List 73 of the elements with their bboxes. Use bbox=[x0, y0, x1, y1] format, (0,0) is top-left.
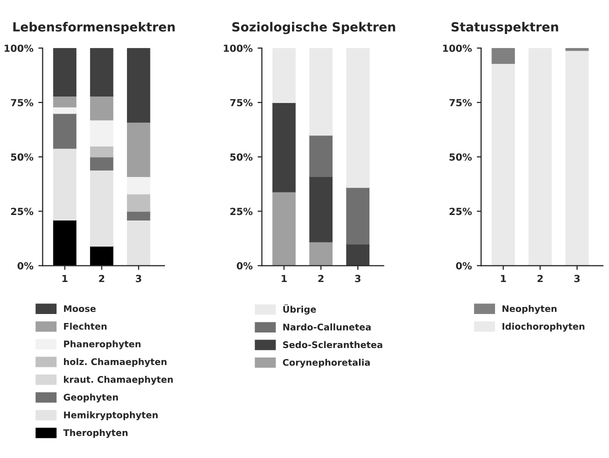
bar bbox=[90, 48, 114, 97]
y-tick-label: 25% bbox=[230, 208, 253, 216]
chart-title: Lebensformenspektren bbox=[13, 22, 175, 34]
bar bbox=[126, 176, 150, 194]
chart-title: Soziologische Spektren bbox=[232, 22, 396, 34]
y-tick-label: 0% bbox=[236, 262, 253, 270]
y-tick-label: 25% bbox=[450, 208, 472, 216]
bar bbox=[309, 134, 333, 177]
bar bbox=[53, 48, 76, 97]
bar bbox=[90, 119, 114, 147]
legend-label: holz. Chamaephyten bbox=[64, 358, 166, 367]
chart-title: Statusspektren bbox=[452, 22, 558, 34]
bar bbox=[565, 50, 589, 266]
y-tick-label: 100% bbox=[443, 44, 472, 52]
bar bbox=[272, 191, 296, 266]
y-tick-label: 75% bbox=[230, 98, 253, 106]
legend-label: Sedo-Scleranthetea bbox=[283, 341, 382, 348]
bar bbox=[309, 48, 333, 136]
y-tick-label: 75% bbox=[10, 98, 34, 106]
y-tick-label: 50% bbox=[11, 153, 34, 161]
bar bbox=[346, 48, 370, 188]
bar bbox=[528, 48, 552, 266]
bar bbox=[53, 219, 76, 266]
x-tick-label: 1 bbox=[282, 274, 287, 282]
legend-label: Idiochorophyten bbox=[502, 322, 584, 332]
x-tick-label: 2 bbox=[538, 274, 543, 282]
legend-label: Moose bbox=[64, 305, 96, 312]
bar bbox=[126, 48, 150, 123]
y-tick-label: 0% bbox=[18, 262, 34, 270]
x-tick-label: 1 bbox=[62, 274, 68, 282]
bar bbox=[272, 48, 296, 104]
bar bbox=[126, 122, 150, 177]
bar bbox=[53, 95, 76, 108]
y-tick-label: 50% bbox=[230, 153, 253, 161]
x-tick-label: 3 bbox=[355, 274, 360, 282]
legend-label: Geophyten bbox=[64, 394, 118, 402]
legend-label: Nardo-Callunetea bbox=[283, 323, 371, 330]
bar bbox=[90, 156, 114, 170]
legend-label: Flechten bbox=[64, 322, 107, 330]
legend-label: kraut. Chamaephyten bbox=[64, 376, 173, 385]
bar bbox=[565, 48, 589, 51]
bar bbox=[272, 102, 296, 192]
bar bbox=[126, 219, 150, 266]
bar bbox=[492, 48, 515, 64]
bar bbox=[90, 145, 114, 158]
bar bbox=[346, 243, 370, 266]
bar bbox=[346, 186, 370, 244]
x-tick-label: 3 bbox=[136, 274, 142, 282]
bar bbox=[90, 246, 114, 266]
legend-label: Neophyten bbox=[502, 305, 557, 314]
bar bbox=[309, 176, 333, 242]
bar bbox=[309, 241, 333, 266]
y-tick-label: 75% bbox=[449, 98, 472, 106]
y-tick-label: 25% bbox=[11, 208, 34, 216]
x-tick-label: 1 bbox=[500, 274, 506, 282]
legend-label: Hemikryptophyten bbox=[64, 411, 158, 420]
y-tick-label: 100% bbox=[4, 44, 34, 52]
bar bbox=[126, 193, 150, 212]
x-tick-label: 2 bbox=[318, 274, 324, 282]
bar bbox=[90, 95, 114, 120]
bar bbox=[90, 169, 114, 247]
y-tick-label: 100% bbox=[224, 44, 253, 52]
legend-label: Corynephoretalia bbox=[282, 358, 370, 368]
y-tick-label: 0% bbox=[456, 262, 472, 270]
bar bbox=[53, 112, 76, 149]
bar bbox=[492, 62, 515, 266]
legend-label: Übrige bbox=[283, 304, 316, 315]
bar bbox=[53, 148, 76, 221]
x-tick-label: 2 bbox=[99, 274, 104, 282]
x-tick-label: 3 bbox=[574, 274, 580, 282]
y-tick-label: 50% bbox=[450, 153, 472, 161]
legend-label: Therophyten bbox=[63, 429, 128, 438]
legend-label: Phanerophyten bbox=[64, 340, 140, 350]
